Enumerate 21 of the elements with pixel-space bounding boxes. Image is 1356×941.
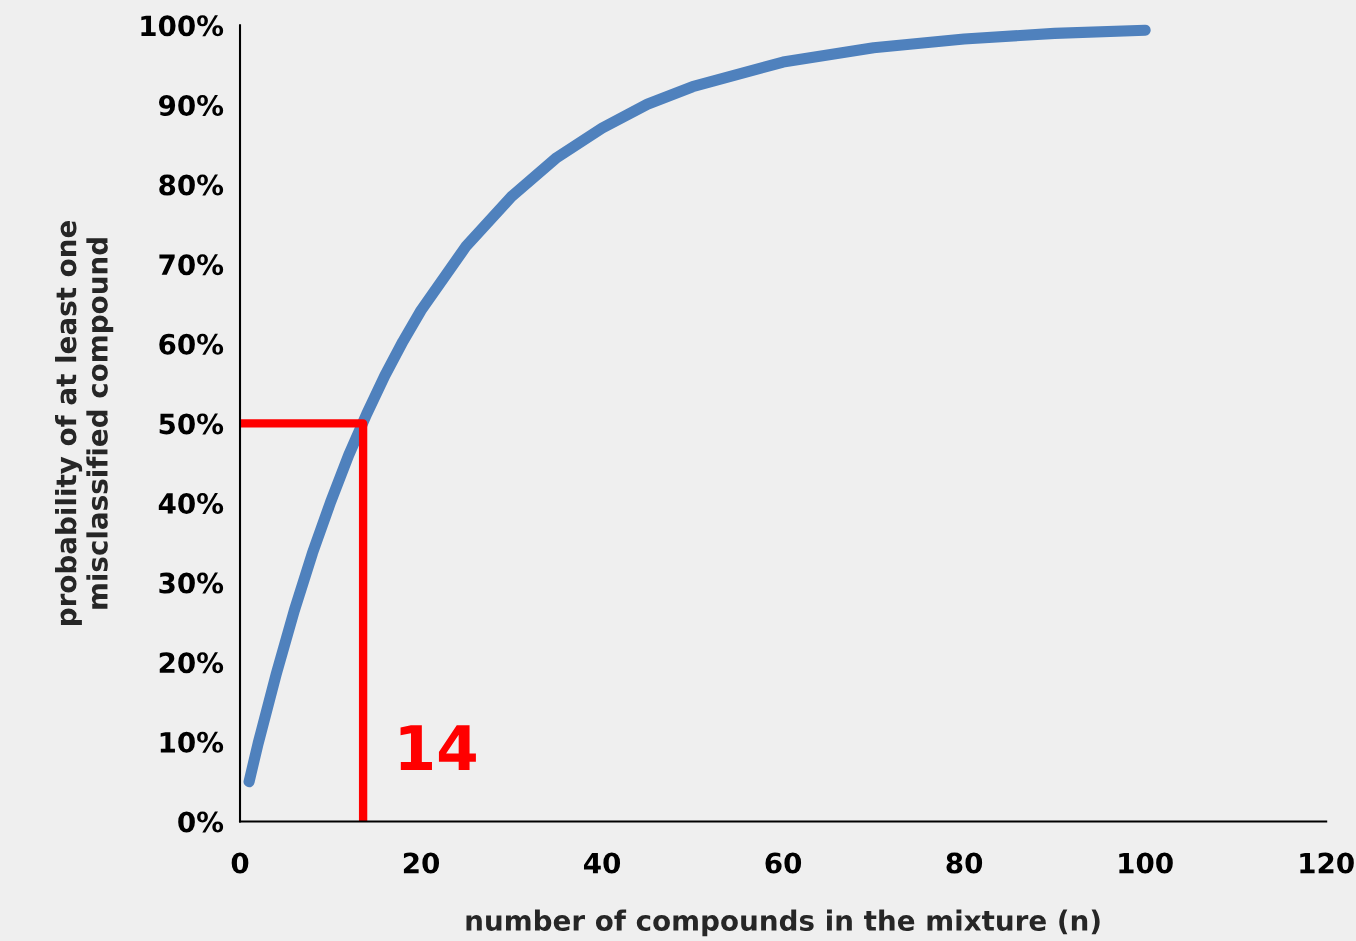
x-tick-label: 80: [946, 852, 983, 874]
y-tick-label: 60%: [159, 333, 224, 355]
x-tick-label: 100: [1119, 852, 1173, 874]
y-tick-label: 50%: [159, 413, 224, 435]
y-tick-label: 100%: [141, 15, 224, 37]
x-tick-label: 0: [231, 852, 249, 874]
x-tick-label: 60: [765, 852, 802, 874]
y-tick-label: 70%: [159, 254, 224, 276]
x-tick-label: 20: [403, 852, 440, 874]
y-tick-label: 0%: [178, 811, 224, 833]
y-tick-label: 90%: [158, 94, 224, 116]
x-tick-label: 40: [583, 852, 621, 874]
y-tick-label: 10%: [160, 731, 224, 753]
y-axis-title: probability of at least one misclassified compound: [55, 220, 114, 625]
y-tick-label: 40%: [158, 493, 224, 515]
x-axis-title: number of compounds in the mixture (n): [466, 909, 1100, 937]
y-tick-label: 20%: [159, 652, 224, 674]
annotation: 14: [400, 725, 476, 770]
x-tick-label: 120: [1300, 852, 1354, 874]
y-tick-label: 80%: [159, 174, 224, 196]
y-tick-label: 30%: [159, 572, 224, 594]
